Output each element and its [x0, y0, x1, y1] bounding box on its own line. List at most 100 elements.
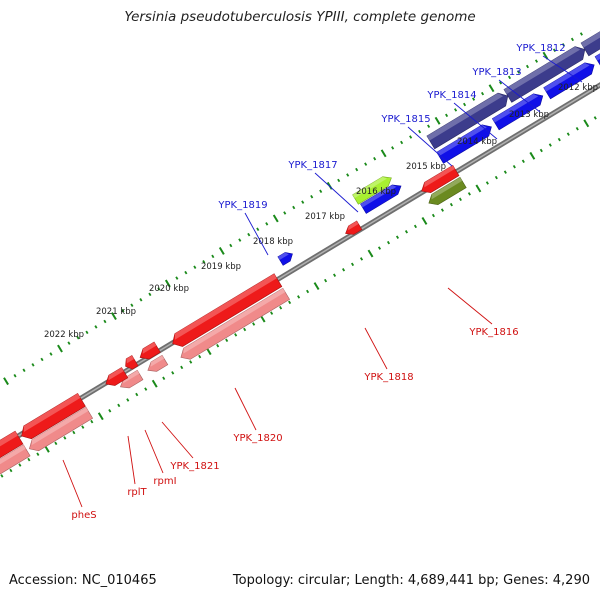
gene-phes-highlight: [23, 393, 81, 432]
scale-tick-inner: [57, 344, 63, 353]
forward-gene-label: YPK_1817: [287, 160, 337, 171]
scale-tick-inner: [164, 279, 171, 288]
kbp-label: 2019 kbp: [201, 262, 241, 272]
scale-tick-outer: [539, 148, 543, 153]
scale-tick-outer: [386, 240, 391, 245]
scale-tick-inner: [516, 70, 521, 74]
scale-tick-inner: [301, 200, 305, 204]
scale-tick-inner: [427, 124, 431, 128]
scale-tick-inner: [434, 116, 441, 125]
forward-gene-label: YPK_1813: [471, 67, 521, 78]
gene-rplt-highlight: [108, 367, 124, 381]
scale-tick-outer: [63, 436, 67, 440]
scale-tick-outer: [333, 273, 337, 277]
scale-tick-outer: [593, 116, 597, 120]
scale-tick-inner: [40, 357, 44, 362]
scale-tick-outer: [18, 463, 22, 467]
gene-ypk1821-highlight: [142, 342, 157, 354]
scale-tick-outer: [252, 322, 256, 326]
scale-tick-inner: [85, 330, 89, 335]
gene-phet-pale-highlight: [0, 444, 26, 465]
scale-tick-inner: [76, 335, 80, 340]
gene-ypk1820: [172, 273, 283, 347]
scale-tick-outer: [81, 425, 85, 429]
kbp-label: 2013 kbp: [509, 110, 549, 120]
label-layer: 2012 kbp 2013 kbp 2014 kbp 2015 kbp 2016 kbp…: [44, 43, 598, 521]
scale-tick-inner: [292, 205, 296, 210]
gene-operon-3-highlight: [426, 93, 504, 141]
gene-ypk1820-pale-highlight: [183, 288, 286, 354]
scale-tick-inner: [310, 194, 314, 199]
scale-tick-inner: [409, 135, 413, 139]
gene-ypk1817: [360, 184, 402, 214]
scale-tick-inner: [3, 377, 9, 386]
gene-ypk1820-highlight: [174, 273, 277, 340]
accession-text: Accession: NC_010465: [9, 573, 157, 588]
scale-tick-inner: [454, 108, 458, 112]
forward-gene-label: YPK_1819: [217, 200, 267, 211]
scale-tick-outer: [341, 268, 346, 272]
gene-ypk1813-highlight: [543, 62, 590, 92]
scale-tick-outer: [108, 409, 112, 413]
scale-tick-inner: [103, 319, 107, 324]
scale-tick-outer: [440, 208, 444, 212]
scale-tick-inner: [373, 156, 377, 161]
scale-tick-outer: [575, 126, 579, 131]
gene-ypk1815-highlight: [436, 124, 487, 157]
scale-tick-outer: [72, 430, 76, 435]
gene-ypk1816-dark-highlight: [431, 177, 463, 200]
reverse-gene-label: YPK_1821: [169, 461, 219, 472]
scale-tick-outer: [171, 371, 175, 375]
gene-operon-1-body: [580, 31, 600, 57]
scale-tick-inner: [94, 325, 98, 329]
gene-ypk1817-pseudo-body: [352, 176, 392, 205]
reverse-gene-label: pheS: [71, 510, 96, 521]
scale-tick-inner: [31, 363, 35, 367]
scale-tick-inner: [157, 287, 161, 291]
gene-ypk1817-pseudo: [352, 176, 392, 205]
gene-operon-1: [580, 31, 600, 57]
gene-rplt: [105, 367, 129, 386]
scale-tick-inner: [13, 373, 17, 378]
kbp-label: 2016 kbp: [356, 187, 396, 197]
scale-tick-inner: [49, 352, 53, 356]
scale-tick-outer: [288, 300, 292, 305]
scale-tick-outer: [243, 327, 247, 332]
kbp-label: 2021 kbp: [96, 307, 136, 317]
gene-phet-pale-body: [0, 444, 31, 475]
leader-line: [447, 287, 493, 325]
scale-tick-outer: [117, 403, 121, 408]
gene-rpmi-pale-highlight: [123, 370, 140, 384]
gene-rpmi-highlight: [126, 355, 135, 364]
scale-tick-outer: [90, 419, 94, 424]
gene-ypk1821-pale: [147, 354, 169, 372]
scale-tick-outer: [135, 392, 139, 397]
forward-gene-label: YPK_1814: [426, 90, 476, 101]
scale-tick-inner: [256, 227, 260, 232]
gene-ypk1821-body: [139, 341, 161, 360]
scale-tick-inner: [121, 308, 125, 313]
reverse-gene-label: YPK_1818: [363, 372, 413, 383]
scale-tick-inner: [218, 247, 225, 255]
scale-tick-inner: [238, 238, 242, 242]
scale-tick-outer: [151, 379, 158, 388]
kbp-label: 2012 kbp: [558, 83, 598, 93]
gene-ypk1818: [345, 220, 363, 235]
leader-line: [62, 459, 83, 508]
forward-gene-label: YPK_1815: [380, 114, 430, 125]
scale-tick-outer: [431, 213, 435, 218]
gene-ypk1813-body: [543, 62, 595, 100]
scale-tick-outer: [270, 311, 274, 315]
genome-summary-text: Topology: circular; Length: 4,689,441 bp…: [232, 573, 590, 588]
gene-ypk1814: [491, 93, 544, 131]
scale-tick-inner: [265, 222, 269, 226]
scale-tick-outer: [467, 192, 471, 196]
scale-tick-inner: [570, 37, 574, 42]
gene-phes-pale: [28, 406, 94, 452]
scale-tick-outer: [313, 282, 320, 290]
gene-phes-pale-highlight: [31, 407, 89, 445]
scale-tick-outer: [216, 343, 220, 348]
scale-tick-inner: [507, 75, 512, 80]
kbp-label: 2017 kbp: [305, 212, 345, 222]
scale-tick-outer: [162, 376, 166, 381]
